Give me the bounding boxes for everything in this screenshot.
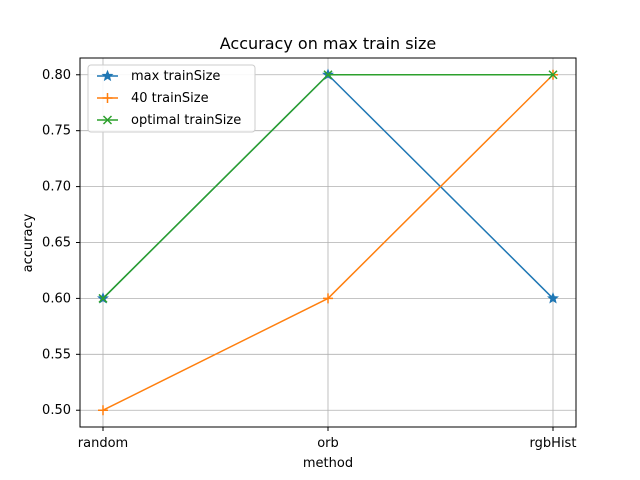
legend-label-optimal-trainsize: optimal trainSize [131, 113, 241, 128]
y-tick-label-5: 0.75 [42, 124, 71, 139]
y-tick-label-3: 0.65 [42, 236, 71, 251]
legend-item-40-trainsize: 40 trainSize [97, 91, 209, 106]
x-tick-label-rgbhist: rgbHist [530, 436, 577, 451]
legend-box [87, 64, 256, 133]
x-tick-label-orb: orb [317, 436, 339, 451]
chart-title: Accuracy on max train size [220, 34, 436, 53]
y-tick-label-1: 0.55 [42, 347, 71, 362]
x-axis-label: method [303, 456, 353, 471]
data-point-optimal-trainsize-rgbhist [548, 70, 558, 80]
y-tick-label-2: 0.60 [42, 291, 71, 306]
legend-item-max-trainsize: max trainSize [97, 69, 220, 84]
data-point-optimal-trainsize-random [98, 293, 108, 303]
y-tick-label-6: 0.80 [42, 68, 71, 83]
legend-label-max-trainsize: max trainSize [131, 69, 220, 84]
series-optimal-trainsize [98, 70, 558, 303]
legend-marker-max-trainsize [101, 69, 114, 82]
data-point-40-trainsize-random [98, 405, 108, 416]
y-tick-label-0: 0.50 [42, 403, 71, 418]
series-layer [97, 68, 559, 416]
data-point-max-trainsize-rgbhist [547, 292, 559, 304]
y-tick-label-4: 0.70 [42, 180, 71, 195]
data-point-optimal-trainsize-orb [323, 70, 333, 80]
legend-label-40-trainsize: 40 trainSize [131, 91, 209, 106]
y-axis-label: accuracy [21, 213, 36, 272]
legend-item-optimal-trainsize: optimal trainSize [97, 113, 241, 128]
tick-layer: random orb rgbHist 0.50 0.55 0.60 0.65 0.70 0.75… [42, 68, 576, 451]
data-point-40-trainsize-orb [323, 293, 333, 304]
x-tick-label-random: random [78, 436, 128, 451]
legend-marker-40-trainsize [102, 93, 113, 103]
legend-marker-optimal-trainsize [102, 115, 113, 125]
legend: max trainSize 40 trainSize optimal trainSi… [87, 64, 256, 133]
